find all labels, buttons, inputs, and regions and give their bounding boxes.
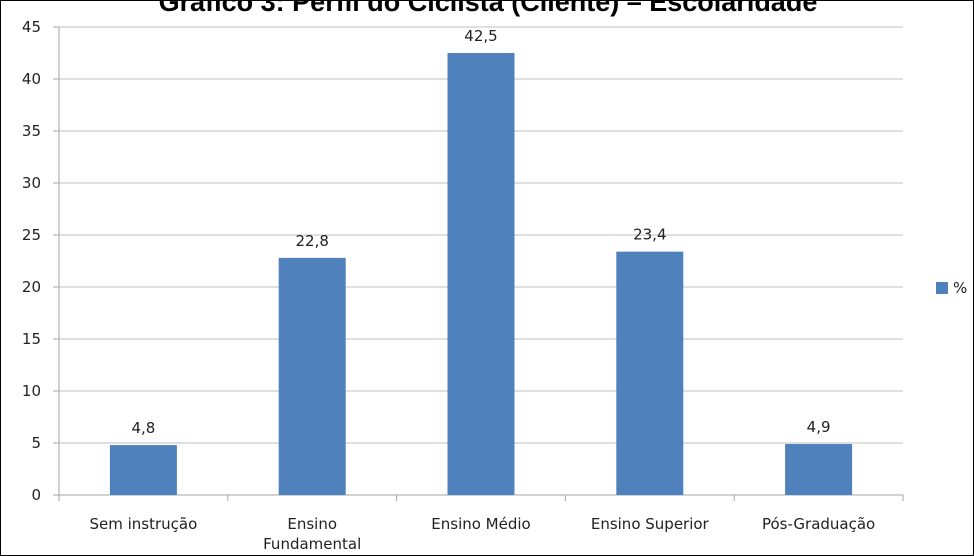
legend-label: % <box>953 279 967 297</box>
x-tick-label-0-0: Sem instrução <box>90 515 198 533</box>
y-tick-label-10: 10 <box>22 382 41 400</box>
y-tick-label-30: 30 <box>22 174 41 192</box>
y-tick-label-25: 25 <box>22 226 41 244</box>
data-label-4: 4,9 <box>807 418 831 436</box>
y-tick-label-35: 35 <box>22 122 41 140</box>
y-tick-label-5: 5 <box>31 434 41 452</box>
legend-swatch <box>936 282 948 294</box>
bar-4 <box>785 444 853 495</box>
chart-title: Gráfico 3: Perfil do Ciclista (Cliente) … <box>158 0 818 17</box>
bar-3 <box>616 251 684 495</box>
x-tick-label-2-0: Ensino Médio <box>431 515 530 533</box>
bar-1 <box>278 257 346 495</box>
y-tick-label-45: 45 <box>22 18 41 36</box>
x-tick-label-3-0: Ensino Superior <box>591 515 710 533</box>
data-label-3: 23,4 <box>633 226 666 244</box>
data-label-2: 42,5 <box>464 27 497 45</box>
bar-0 <box>109 445 177 495</box>
x-tick-label-1-1: Fundamental <box>263 535 361 553</box>
x-tick-label-1-0: Ensino <box>287 515 337 533</box>
bar-2 <box>447 53 515 495</box>
data-label-0: 4,8 <box>131 419 155 437</box>
y-tick-label-15: 15 <box>22 330 41 348</box>
y-tick-label-0: 0 <box>31 486 41 504</box>
data-label-1: 22,8 <box>295 232 328 250</box>
x-tick-label-4-0: Pós-Graduação <box>762 515 875 533</box>
y-tick-label-40: 40 <box>22 70 41 88</box>
y-tick-label-20: 20 <box>22 278 41 296</box>
